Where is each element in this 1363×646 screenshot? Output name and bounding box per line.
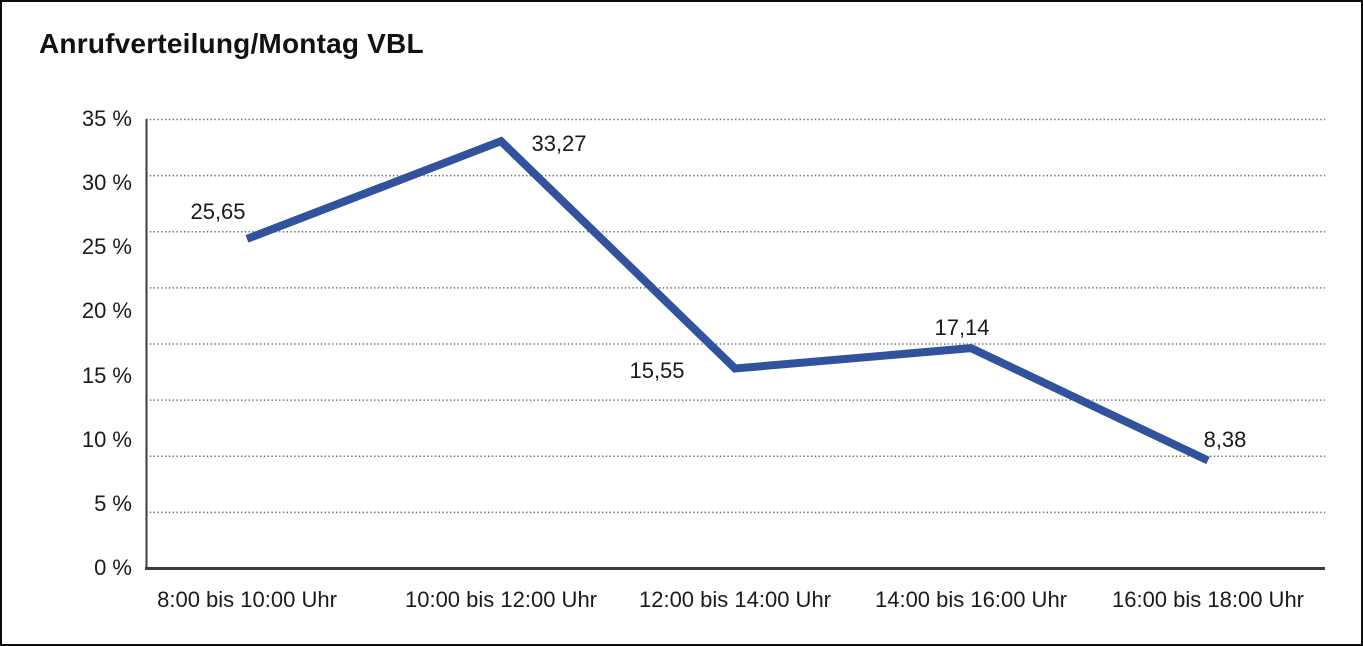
point-value-label: 8,38 bbox=[1203, 427, 1247, 453]
x-category-label: 16:00 bis 18:00 Uhr bbox=[1111, 587, 1305, 612]
point-value-label: 33,27 bbox=[531, 131, 587, 157]
y-tick-label: 0 % bbox=[94, 555, 132, 580]
y-tick-label: 30 % bbox=[81, 170, 132, 196]
y-tick-label: 35 % bbox=[81, 106, 132, 131]
y-tick-label: 20 % bbox=[81, 298, 132, 324]
chart-title: Anrufverteilung/Montag VBL bbox=[39, 28, 424, 59]
point-value-label: 15,55 bbox=[629, 357, 685, 383]
y-tick-label: 25 % bbox=[81, 234, 132, 260]
point-value-label: 25,65 bbox=[190, 198, 246, 224]
data-line bbox=[245, 136, 1210, 465]
x-category-label: 14:00 bis 16:00 Uhr bbox=[874, 587, 1068, 612]
y-tick-label: 5 % bbox=[94, 490, 132, 516]
x-category-label: 8:00 bis 10:00 Uhr bbox=[157, 587, 337, 612]
point-value-label: 17,14 bbox=[934, 315, 990, 341]
y-tick-label: 10 % bbox=[81, 426, 132, 452]
x-category-label: 10:00 bis 12:00 Uhr bbox=[404, 587, 598, 612]
x-category-label: 12:00 bis 14:00 Uhr bbox=[638, 587, 832, 612]
y-tick-label: 15 % bbox=[81, 362, 132, 388]
